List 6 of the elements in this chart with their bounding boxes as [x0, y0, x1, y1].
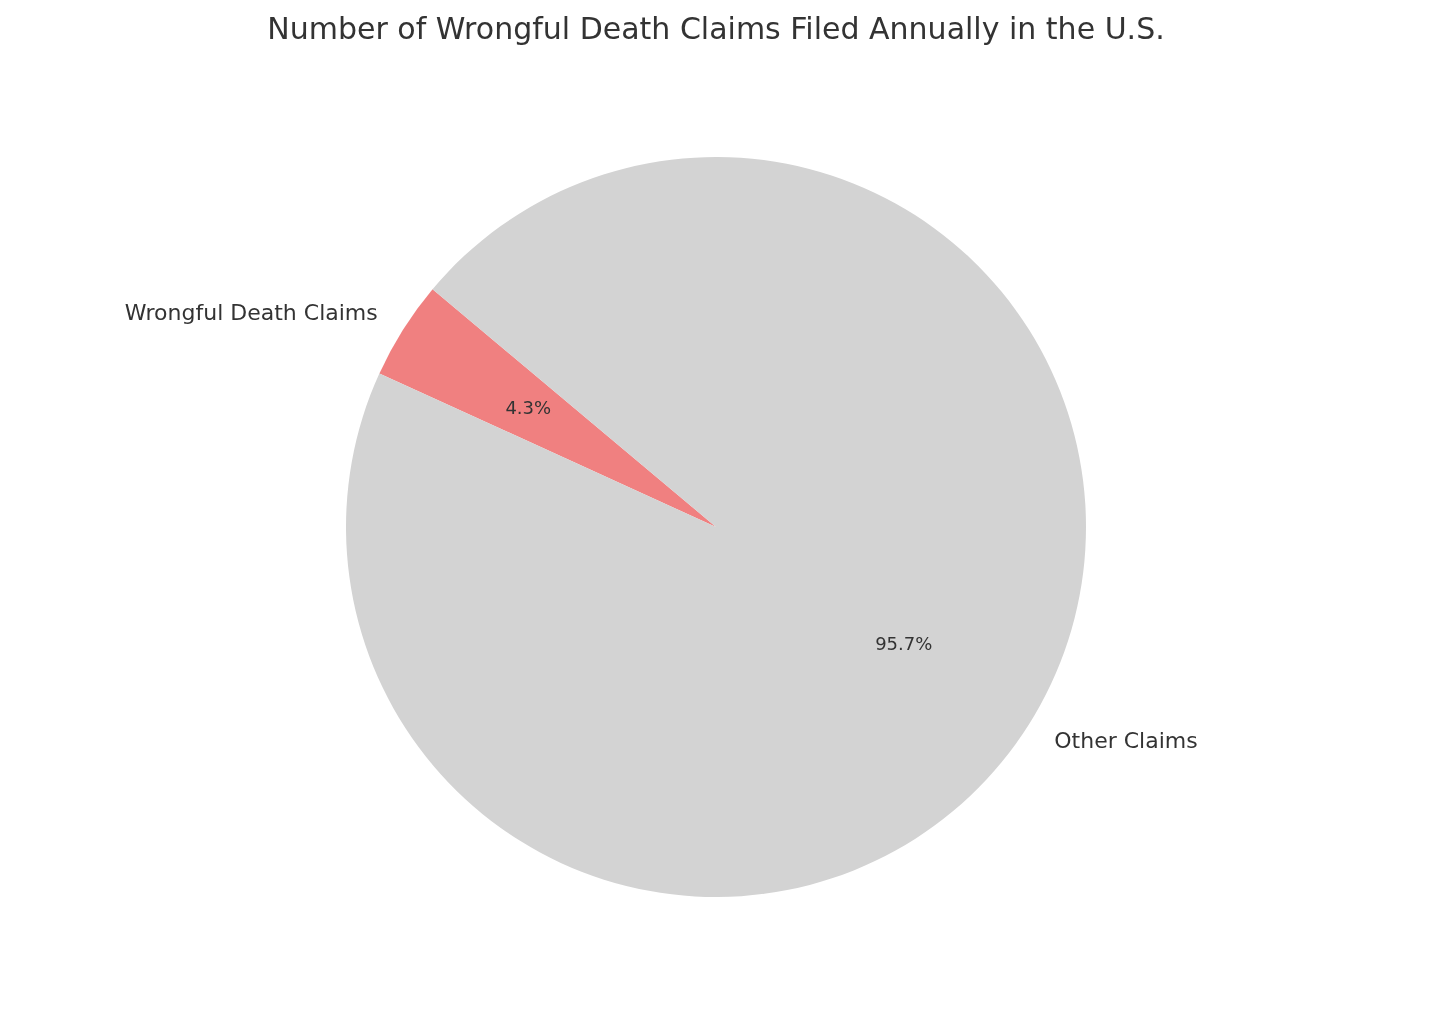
chart-title: Number of Wrongful Death Claims Filed Annually in the U.S. [267, 11, 1165, 46]
slice-label: Other Claims [1054, 727, 1198, 753]
data-label: 95.7% [875, 633, 933, 655]
data-label: 4.3% [505, 396, 552, 418]
slice-label: Wrongful Death Claims [124, 300, 378, 326]
pie-slice [379, 289, 716, 527]
